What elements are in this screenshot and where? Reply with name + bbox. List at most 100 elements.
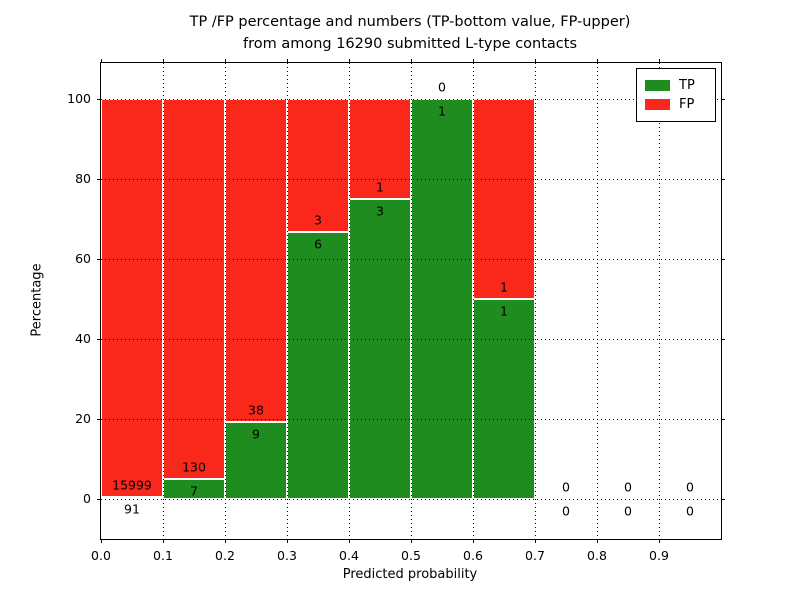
x-axis-label: Predicted probability (342, 567, 478, 582)
x-tick-mark (287, 539, 288, 543)
fp-count-label: 15999 (112, 477, 152, 493)
vertical-gridline (597, 63, 598, 539)
x-tick-mark (411, 539, 412, 543)
y-tick-label: 40 (75, 331, 91, 346)
x-tick-label: 0.7 (525, 548, 545, 563)
fp-count-label: 3 (314, 212, 322, 228)
x-tick-mark (349, 59, 350, 63)
vertical-gridline (411, 63, 412, 539)
chart-title: TP /FP percentage and numbers (TP-bottom… (100, 11, 720, 55)
y-tick-mark (721, 99, 725, 100)
tp-count-label: 1 (500, 303, 508, 319)
x-tick-label: 0.2 (215, 548, 235, 563)
x-tick-mark (101, 539, 102, 543)
x-tick-mark (287, 59, 288, 63)
y-tick-mark (97, 99, 101, 100)
y-tick-mark (721, 419, 725, 420)
y-tick-mark (721, 259, 725, 260)
fp-legend-label: FP (679, 97, 695, 112)
x-tick-label: 0.9 (649, 548, 669, 563)
fp-count-label: 0 (438, 79, 446, 95)
x-tick-mark (101, 59, 102, 63)
tp-legend-label: TP (679, 78, 695, 93)
x-tick-mark (225, 539, 226, 543)
legend-entry-tp: TP (645, 77, 707, 94)
vertical-gridline (349, 63, 350, 539)
bar-tp-segment (473, 299, 535, 499)
y-tick-label: 60 (75, 251, 91, 266)
x-tick-mark (163, 59, 164, 63)
x-tick-mark (659, 539, 660, 543)
y-tick-mark (97, 339, 101, 340)
tp-count-label: 9 (252, 426, 260, 442)
vertical-gridline (535, 63, 536, 539)
x-tick-label: 0.8 (587, 548, 607, 563)
bar-tp-segment (101, 496, 163, 499)
y-tick-mark (721, 339, 725, 340)
tp-count-label: 0 (562, 503, 570, 519)
vertical-gridline (163, 63, 164, 539)
bar-tp-segment (225, 422, 287, 499)
bar-fp-segment (287, 99, 349, 233)
x-tick-label: 0.3 (277, 548, 297, 563)
chart-title-line2: from among 16290 submitted L-type contac… (242, 36, 578, 52)
y-tick-label: 20 (75, 411, 91, 426)
plot-area: TP FP 15999 91 130 7 38 9 3 6 1 3 0 1 1 1 0 0 0 0 0 0 0.0 0.1… (67, 59, 725, 563)
y-tick-mark (721, 499, 725, 500)
fp-count-label: 130 (182, 459, 206, 475)
y-tick-label: 80 (75, 171, 91, 186)
y-tick-mark (97, 259, 101, 260)
x-tick-mark (597, 59, 598, 63)
x-tick-mark (535, 539, 536, 543)
tp-count-label: 91 (124, 501, 140, 517)
x-tick-label: 0.1 (153, 548, 173, 563)
fp-count-label: 0 (562, 479, 570, 495)
tp-count-label: 6 (314, 236, 322, 252)
bar-fp-segment (163, 99, 225, 479)
vertical-gridline (225, 63, 226, 539)
x-tick-label: 0.4 (339, 548, 359, 563)
y-tick-mark (721, 179, 725, 180)
bar-tp-segment (411, 99, 473, 499)
tp-count-label: 3 (376, 203, 384, 219)
y-tick-label: 100 (67, 91, 91, 106)
y-tick-mark (97, 179, 101, 180)
y-tick-label: 0 (83, 491, 91, 506)
y-tick-mark (97, 419, 101, 420)
fp-count-label: 1 (376, 179, 384, 195)
tp-count-label: 0 (624, 503, 632, 519)
x-tick-label: 0.6 (463, 548, 483, 563)
bar-tp-segment (349, 199, 411, 499)
x-tick-mark (163, 539, 164, 543)
fp-legend-swatch (645, 99, 670, 110)
legend: TP FP (636, 68, 716, 122)
chart-title-line1: TP /FP percentage and numbers (TP-bottom… (189, 14, 631, 30)
bar-fp-segment (473, 99, 535, 299)
x-tick-mark (597, 539, 598, 543)
bar-fp-segment (101, 99, 163, 497)
y-tick-mark (97, 499, 101, 500)
tp-count-label: 7 (190, 483, 198, 499)
bar-fp-segment (225, 99, 287, 423)
x-tick-mark (473, 539, 474, 543)
x-tick-mark (535, 59, 536, 63)
fp-count-label: 38 (248, 402, 264, 418)
bar-tp-segment (287, 232, 349, 499)
x-tick-mark (349, 539, 350, 543)
vertical-gridline (659, 63, 660, 539)
x-tick-mark (411, 59, 412, 63)
tp-count-label: 0 (686, 503, 694, 519)
tp-legend-swatch (645, 80, 670, 91)
y-axis-label: Percentage (29, 263, 45, 337)
x-tick-label: 0.0 (91, 548, 111, 563)
x-tick-mark (473, 59, 474, 63)
x-tick-label: 0.5 (401, 548, 421, 563)
tp-count-label: 1 (438, 103, 446, 119)
fp-count-label: 0 (686, 479, 694, 495)
fp-count-label: 0 (624, 479, 632, 495)
x-tick-mark (225, 59, 226, 63)
legend-entry-fp: FP (645, 96, 707, 113)
vertical-gridline (473, 63, 474, 539)
fp-count-label: 1 (500, 279, 508, 295)
